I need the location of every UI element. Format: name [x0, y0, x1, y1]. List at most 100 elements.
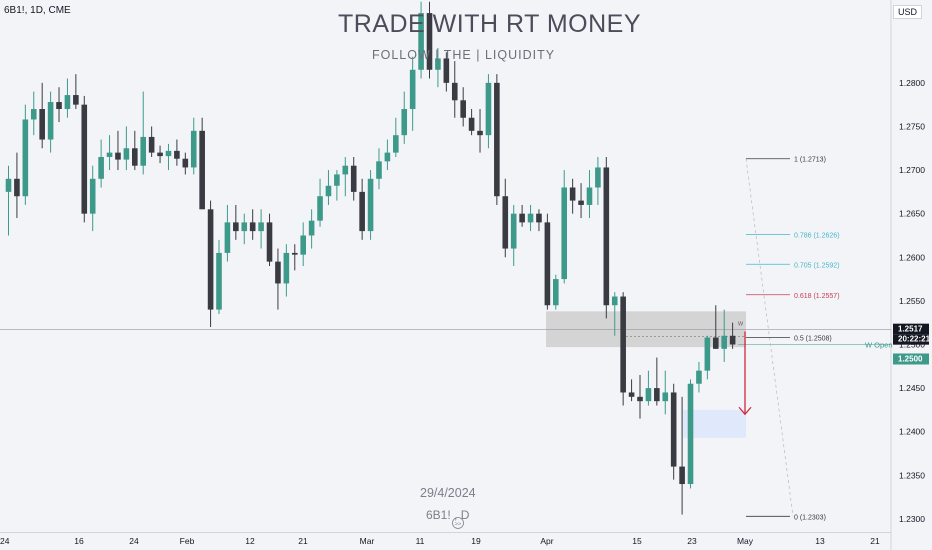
candle-body: [165, 150, 172, 157]
x-tick-label: 15: [632, 536, 642, 546]
y-tick-label: 1.2550: [899, 296, 925, 306]
y-tick-label: 1.2450: [899, 383, 925, 393]
candle-body: [510, 213, 517, 249]
y-tick-label: 1.2800: [899, 78, 925, 88]
candle-body: [687, 383, 694, 485]
watermark-date: 29/4/2024: [420, 486, 476, 500]
candle-body: [426, 13, 433, 70]
candle-body: [241, 222, 248, 232]
candle-body: [578, 200, 584, 205]
fib-level-label: 0.5 (1.2508): [794, 336, 832, 343]
candle-body: [14, 178, 20, 197]
candle-body: [350, 165, 357, 192]
candle-body: [283, 252, 290, 284]
candle-body: [696, 370, 702, 384]
symbol-label: 6B1!, 1D, CME: [4, 5, 71, 16]
candle-body: [721, 335, 727, 349]
x-tick-label: Mar: [360, 536, 375, 546]
candle-body: [106, 152, 113, 157]
fib-level-label: 1 (1.2713): [794, 157, 826, 164]
candle-body: [704, 337, 711, 371]
x-tick-label: 13: [815, 536, 825, 546]
candle-body: [275, 261, 281, 284]
candle-body: [536, 213, 542, 223]
candle-body: [199, 130, 205, 210]
x-tick-label: 23: [687, 536, 697, 546]
candle-body: [56, 102, 62, 110]
candle-body: [233, 222, 239, 232]
candle-body: [367, 178, 374, 232]
w-open-price-label-bg: [893, 353, 929, 365]
candle-body: [224, 222, 231, 253]
y-tick-label: 1.2400: [899, 427, 925, 437]
candle-body: [73, 95, 79, 105]
x-tick-label: 12: [245, 536, 255, 546]
candle-body: [216, 252, 222, 310]
candle-body: [494, 82, 500, 197]
y-tick-label: 1.2650: [899, 209, 925, 219]
candle-body: [157, 152, 163, 157]
fib-level-label: 0 (1.2303): [794, 514, 826, 521]
candle-body: [712, 337, 719, 349]
candle-body: [435, 58, 441, 70]
candle-body: [98, 156, 104, 179]
candle-body: [174, 150, 180, 159]
candle-body: [620, 296, 626, 393]
candle-body: [207, 209, 214, 310]
candle-body: [325, 185, 332, 197]
candle-body: [729, 335, 736, 345]
x-tick-label: May: [737, 536, 754, 546]
watermark-title: TRADE WITH RT MONEY: [338, 10, 642, 38]
candle-body: [502, 196, 509, 249]
currency-selector[interactable]: USD: [892, 5, 922, 19]
candle-body: [679, 466, 685, 485]
candle-body: [140, 136, 147, 166]
candle-body: [569, 187, 576, 201]
countdown-label-bg: [893, 334, 929, 345]
candle-body: [418, 13, 424, 70]
candle-body: [670, 392, 677, 467]
candle-body: [258, 222, 264, 232]
y-tick-label: 1.2350: [899, 470, 925, 480]
price-axis-panel: [891, 0, 932, 550]
candle-body: [384, 152, 391, 162]
fib-level-label: 0.618 (1.2557): [794, 293, 840, 300]
candle-body: [39, 109, 45, 140]
candle-body: [477, 130, 483, 136]
candle-body: [561, 187, 568, 280]
replay-icon: [452, 517, 464, 529]
candle-body: [249, 222, 256, 232]
x-tick-label: 16: [74, 536, 84, 546]
candle-body: [308, 220, 315, 236]
x-tick-label: 24: [0, 536, 10, 546]
candle-body: [89, 178, 96, 214]
candle-body: [595, 167, 601, 188]
candle-body: [300, 235, 306, 255]
candle-body: [342, 165, 349, 175]
candle-body: [47, 102, 54, 140]
candle-body: [190, 130, 197, 168]
candle-body: [451, 82, 458, 101]
candle-body: [5, 178, 12, 192]
x-tick-label: Apr: [540, 536, 553, 546]
current-price-label: 1.2517: [898, 325, 923, 334]
candle-body: [115, 152, 121, 160]
watermark-symbol: 6B1! , D: [426, 508, 470, 522]
candle-body: [443, 58, 450, 83]
replay-icon-glyph: >>: [455, 522, 461, 528]
candle-body: [637, 396, 643, 402]
candle-body: [409, 69, 416, 110]
y-tick-label: 1.2300: [899, 514, 925, 524]
candle-body: [586, 187, 593, 205]
x-tick-label: 21: [870, 536, 880, 546]
x-tick-label: 24: [129, 536, 139, 546]
candle-body: [64, 95, 71, 110]
w-open-price-label: 1.2500: [898, 354, 923, 363]
watermark-subtitle: FOLLOW | THE | LIQUIDITY: [372, 48, 556, 62]
candle-body: [611, 296, 618, 306]
candle-body: [393, 135, 399, 153]
candle-body: [182, 158, 189, 168]
candle-body: [519, 213, 525, 223]
candle-body: [654, 388, 660, 402]
y-tick-label: 1.2600: [899, 252, 925, 262]
